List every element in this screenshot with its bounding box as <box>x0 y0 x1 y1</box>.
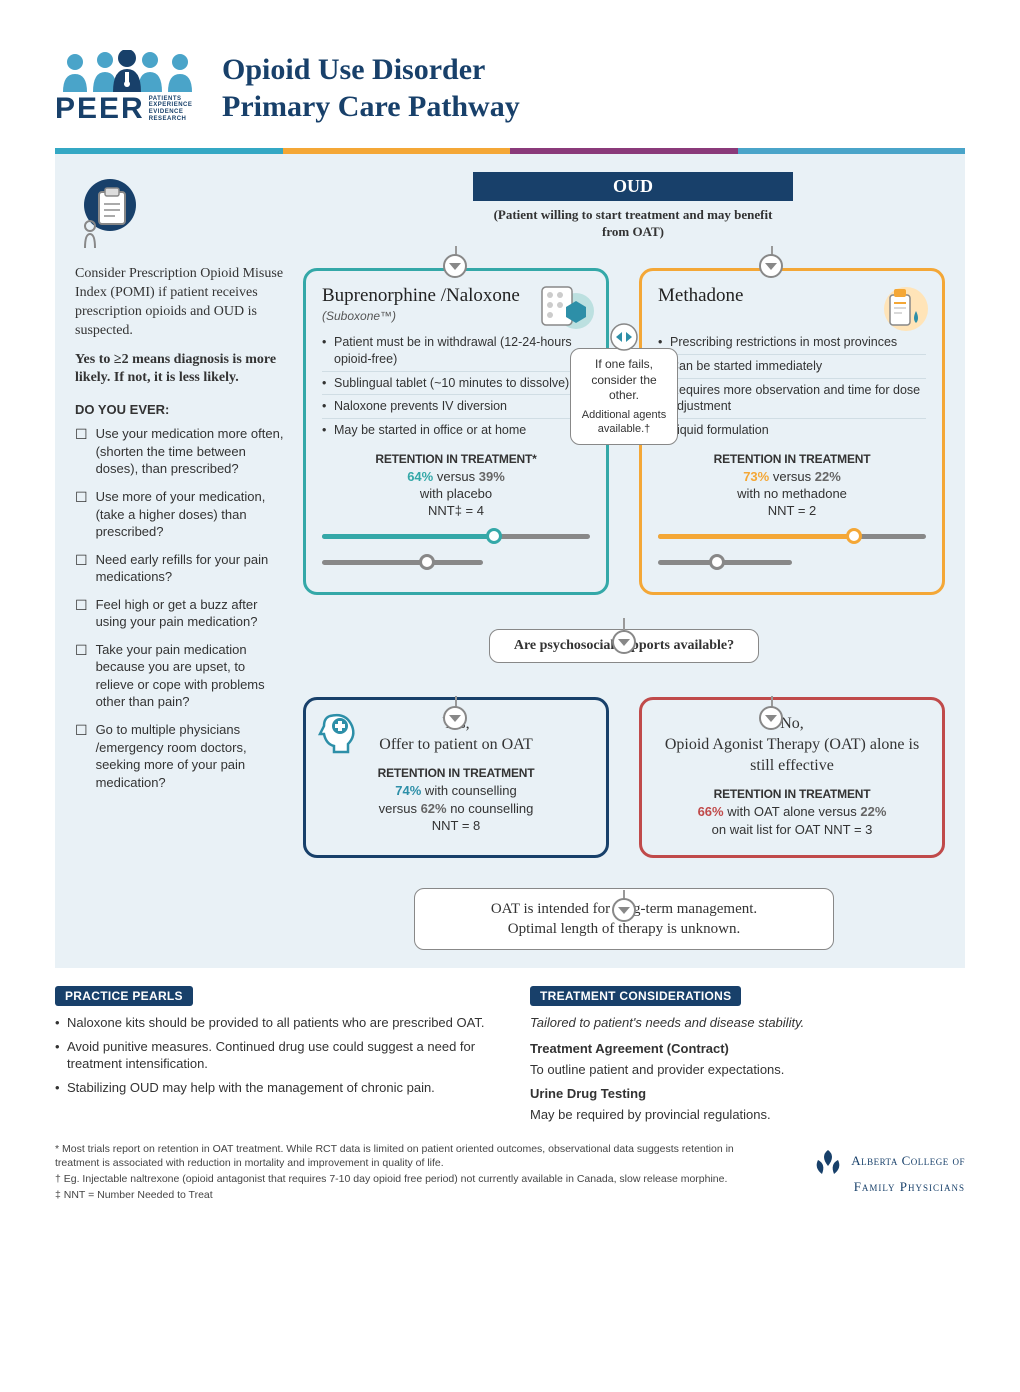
consid-label: TREATMENT CONSIDERATIONS <box>530 986 741 1006</box>
checklist-item: Need early refills for your pain medicat… <box>75 551 285 586</box>
page-title: Opioid Use DisorderPrimary Care Pathway <box>222 51 520 126</box>
branch-row: Yes,Offer to patient on OAT RETENTION IN… <box>303 697 945 857</box>
logo-text: PEER <box>55 92 145 126</box>
oud-box: OUD (Patient willing to start treatment … <box>473 172 793 251</box>
yes-retention: RETENTION IN TREATMENT 74% with counsell… <box>322 766 590 833</box>
chevron-down-icon <box>612 898 636 922</box>
oud-title: OUD <box>473 172 793 201</box>
main-panel: Consider Prescription Opioid Misuse Inde… <box>55 154 965 968</box>
leaf-icon <box>808 1146 848 1178</box>
chevron-down-icon <box>759 706 783 730</box>
checklist-item: Take your pain medication because you ar… <box>75 641 285 711</box>
sidebar-bold: Yes to ≥2 means diagnosis is more likely… <box>75 351 285 389</box>
chevron-down-icon <box>612 630 636 654</box>
checklist: Use your medication more often, (shorten… <box>75 425 285 791</box>
meth-bullets: Prescribing restrictions in most provinc… <box>658 331 926 442</box>
buprenorphine-card: Buprenorphine /Naloxone (Suboxone™) Pati… <box>303 268 609 595</box>
checklist-item: Use more of your medication, (take a hig… <box>75 488 285 541</box>
bidirectional-icon <box>610 323 638 351</box>
pearl-item: Stabilizing OUD may help with the manage… <box>55 1079 490 1097</box>
bup-slider-1 <box>322 528 590 550</box>
flowchart: OUD (Patient willing to start treatment … <box>303 178 945 950</box>
people-silhouette-icon <box>55 50 200 92</box>
medication-row: Buprenorphine /Naloxone (Suboxone™) Pati… <box>303 268 945 595</box>
do-you-ever-label: DO YOU EVER: <box>75 402 285 417</box>
no-card: No,Opioid Agonist Therapy (OAT) alone is… <box>639 697 945 857</box>
peer-logo: PEER PATIENTSEXPERIENCEEVIDENCERESEARCH <box>55 50 200 126</box>
meth-slider-2 <box>658 554 926 576</box>
bup-bullets: Patient must be in withdrawal (12-24-hou… <box>322 331 590 442</box>
bup-slider-2 <box>322 554 590 576</box>
footnotes: * Most trials report on retention in OAT… <box>55 1142 965 1203</box>
pearl-item: Naloxone kits should be provided to all … <box>55 1014 490 1032</box>
no-retention: RETENTION IN TREATMENT 66% with OAT alon… <box>658 787 926 837</box>
acfp-logo: Alberta College of Family Physicians <box>785 1146 965 1196</box>
meth-retention: RETENTION IN TREATMENT 73% versus 22% wi… <box>658 452 926 518</box>
practice-pearls: PRACTICE PEARLS Naloxone kits should be … <box>55 986 490 1128</box>
bottom-section: PRACTICE PEARLS Naloxone kits should be … <box>55 968 965 1128</box>
pearls-label: PRACTICE PEARLS <box>55 986 193 1006</box>
meth-slider-1 <box>658 528 926 550</box>
methadone-card: Methadone Prescribing restrictions in mo… <box>639 268 945 595</box>
treatment-considerations: TREATMENT CONSIDERATIONS Tailored to pat… <box>530 986 965 1128</box>
logo-subtitle: PATIENTSEXPERIENCEEVIDENCERESEARCH <box>149 96 193 122</box>
pearl-item: Avoid punitive measures. Continued drug … <box>55 1038 490 1073</box>
bup-retention: RETENTION IN TREATMENT* 64% versus 39% w… <box>322 452 590 518</box>
chevron-down-icon <box>759 254 783 278</box>
chevron-down-icon <box>443 254 467 278</box>
between-box: If one fails, consider the other. Additi… <box>570 348 678 445</box>
no-title: No,Opioid Agonist Therapy (OAT) alone is… <box>658 714 926 776</box>
checklist-item: Use your medication more often, (shorten… <box>75 425 285 478</box>
checklist-item: Go to multiple physicians /emergency roo… <box>75 721 285 791</box>
sidebar-intro: Consider Prescription Opioid Misuse Inde… <box>75 265 285 341</box>
header: PEER PATIENTSEXPERIENCEEVIDENCERESEARCH … <box>55 50 965 126</box>
head-plus-icon <box>316 710 362 756</box>
chevron-down-icon <box>443 706 467 730</box>
checklist-item: Feel high or get a buzz after using your… <box>75 596 285 631</box>
oud-subtitle: (Patient willing to start treatment and … <box>473 201 793 251</box>
clipboard-icon <box>75 178 145 248</box>
sidebar: Consider Prescription Opioid Misuse Inde… <box>75 178 285 950</box>
